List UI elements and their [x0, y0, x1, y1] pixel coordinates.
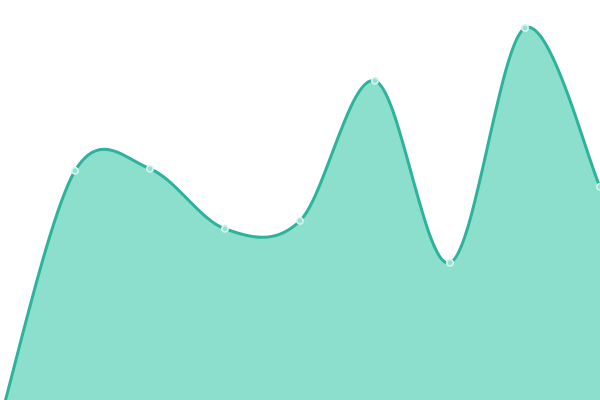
area-line — [3, 25, 600, 400]
data-point-marker[interactable] — [221, 224, 230, 233]
data-point-marker[interactable] — [445, 258, 454, 267]
data-point-marker[interactable] — [370, 76, 379, 85]
data-point-marker[interactable] — [71, 166, 80, 175]
data-point-marker[interactable] — [520, 23, 529, 32]
area-fill — [0, 27, 600, 400]
data-point-marker[interactable] — [295, 216, 304, 225]
data-point-marker[interactable] — [146, 164, 155, 173]
